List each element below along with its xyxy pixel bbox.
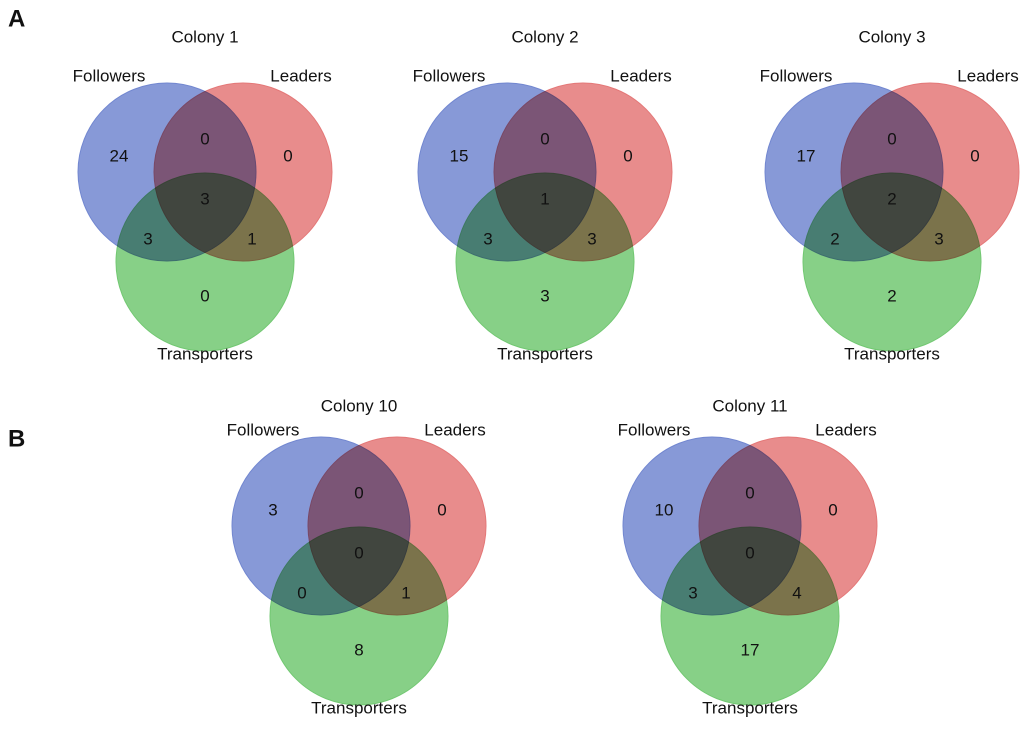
set-label: Transporters — [311, 698, 407, 717]
set-label: Followers — [73, 66, 146, 85]
region-count: 3 — [688, 583, 697, 602]
region-count: 0 — [623, 146, 632, 165]
region-count: 3 — [143, 229, 152, 248]
region-count: 0 — [200, 286, 209, 305]
set-label: Transporters — [844, 344, 940, 363]
set-circle — [660, 526, 840, 706]
region-count: 0 — [745, 543, 754, 562]
venn-title: Colony 11 — [712, 396, 787, 415]
set-label: Leaders — [610, 66, 671, 85]
region-count: 4 — [792, 583, 801, 602]
venn — [764, 82, 1020, 352]
set-label: Leaders — [815, 420, 876, 439]
region-count: 1 — [401, 583, 410, 602]
region-count: 17 — [741, 640, 760, 659]
region-count: 2 — [887, 189, 896, 208]
set-label: Followers — [227, 420, 300, 439]
venn-title: Colony 3 — [858, 27, 925, 46]
region-count: 0 — [745, 483, 754, 502]
set-label: Leaders — [270, 66, 331, 85]
set-label: Leaders — [424, 420, 485, 439]
set-label: Transporters — [497, 344, 593, 363]
region-count: 0 — [200, 129, 209, 148]
region-count: 1 — [540, 189, 549, 208]
region-count: 0 — [970, 146, 979, 165]
region-count: 3 — [934, 229, 943, 248]
venn — [231, 436, 487, 706]
set-label: Transporters — [157, 344, 253, 363]
set-label: Followers — [618, 420, 691, 439]
region-count: 10 — [655, 500, 674, 519]
set-label: Followers — [760, 66, 833, 85]
region-count: 2 — [830, 229, 839, 248]
venn — [622, 436, 878, 706]
region-count: 3 — [268, 500, 277, 519]
venn-title: Colony 10 — [321, 396, 398, 415]
region-count: 3 — [483, 229, 492, 248]
venn-title: Colony 1 — [171, 27, 238, 46]
region-count: 0 — [437, 500, 446, 519]
region-count: 0 — [283, 146, 292, 165]
region-count: 0 — [540, 129, 549, 148]
region-count: 0 — [354, 543, 363, 562]
region-count: 3 — [200, 189, 209, 208]
set-circle — [455, 172, 635, 352]
region-count: 0 — [828, 500, 837, 519]
venn-title: Colony 2 — [511, 27, 578, 46]
region-count: 3 — [540, 286, 549, 305]
set-label: Followers — [413, 66, 486, 85]
region-count: 1 — [247, 229, 256, 248]
set-label: Leaders — [957, 66, 1018, 85]
set-circle — [269, 526, 449, 706]
region-count: 8 — [354, 640, 363, 659]
panel-label: B — [8, 425, 25, 452]
region-count: 24 — [110, 146, 129, 165]
set-circle — [802, 172, 982, 352]
panel-label: A — [8, 5, 25, 32]
set-circle — [115, 172, 295, 352]
region-count: 17 — [797, 146, 816, 165]
region-count: 2 — [887, 286, 896, 305]
region-count: 15 — [450, 146, 469, 165]
region-count: 0 — [297, 583, 306, 602]
region-count: 0 — [354, 483, 363, 502]
region-count: 0 — [887, 129, 896, 148]
venn — [77, 82, 333, 352]
venn — [417, 82, 673, 352]
set-label: Transporters — [702, 698, 798, 717]
region-count: 3 — [587, 229, 596, 248]
